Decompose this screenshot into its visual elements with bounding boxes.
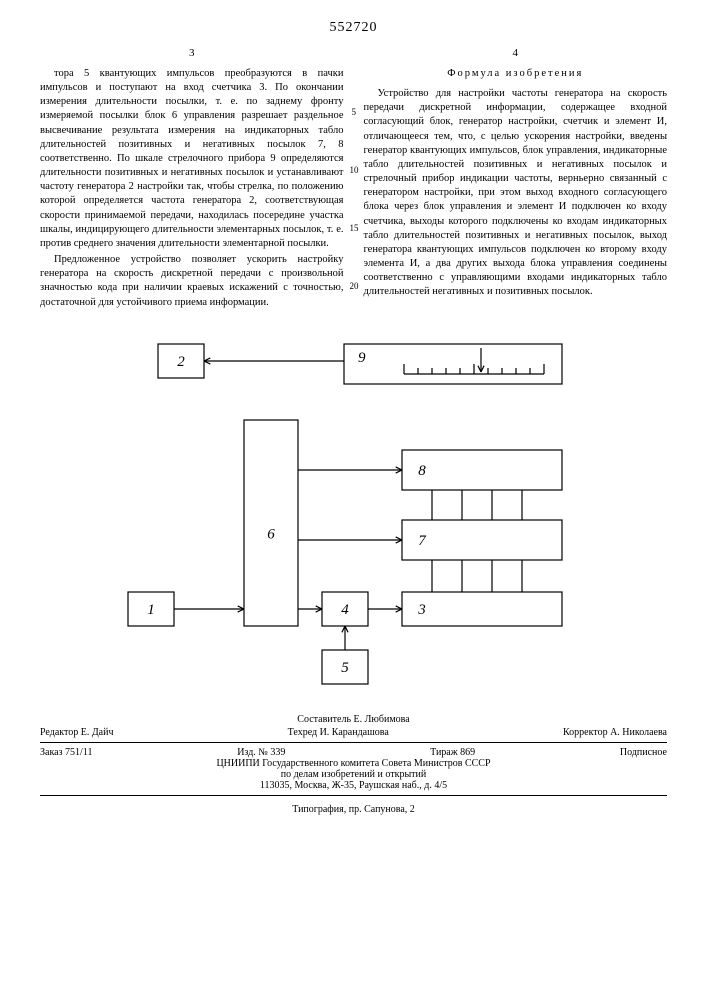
line-marker-5: 5 xyxy=(352,106,357,118)
svg-text:8: 8 xyxy=(418,463,426,479)
left-p2: Предложенное устройство позволяет ускори… xyxy=(40,253,344,310)
org1: ЦНИИПИ Государственного комитета Совета … xyxy=(40,758,667,769)
line-marker-10: 10 xyxy=(350,164,359,176)
text-columns: 3 тора 5 квантующих импульсов преобразую… xyxy=(40,46,667,312)
izd: Изд. № 339 xyxy=(237,747,285,758)
patent-number: 552720 xyxy=(40,20,667,36)
compiler: Составитель Е. Любимова xyxy=(297,714,409,725)
column-right: 5 10 15 20 4 Формула изобретения Устройс… xyxy=(364,46,668,312)
column-left: 3 тора 5 квантующих импульсов преобразую… xyxy=(40,46,344,312)
svg-text:4: 4 xyxy=(341,602,349,618)
corrector: Корректор А. Николаева xyxy=(563,727,667,738)
svg-text:2: 2 xyxy=(177,354,185,370)
right-p1: Устройство для настройки частоты генерат… xyxy=(364,87,668,300)
svg-text:1: 1 xyxy=(147,602,155,618)
svg-text:5: 5 xyxy=(341,660,349,676)
col-number-right: 4 xyxy=(364,46,668,61)
order: Заказ 751/11 xyxy=(40,747,92,758)
svg-text:3: 3 xyxy=(417,602,426,618)
diagram-svg: 1 2 4 5 6 3 7 8 9 xyxy=(114,330,594,690)
editor: Редактор Е. Дайч xyxy=(40,727,113,738)
page: 552720 3 тора 5 квантующих импульсов пре… xyxy=(0,0,707,835)
tirazh: Тираж 869 xyxy=(430,747,475,758)
divider-1 xyxy=(40,742,667,743)
sign: Подписное xyxy=(620,747,667,758)
divider-2 xyxy=(40,795,667,796)
line-marker-20: 20 xyxy=(350,280,359,292)
block-diagram: 1 2 4 5 6 3 7 8 9 xyxy=(40,330,667,690)
typography: Типография, пр. Сапунова, 2 xyxy=(40,804,667,815)
line-marker-15: 15 xyxy=(350,222,359,234)
formula-title: Формула изобретения xyxy=(364,67,668,81)
org2: по делам изобретений и открытий xyxy=(40,769,667,780)
svg-text:9: 9 xyxy=(358,350,366,366)
left-p1: тора 5 квантующих импульсов преобразуютс… xyxy=(40,67,344,251)
addr: 113035, Москва, Ж-35, Раушская наб., д. … xyxy=(40,780,667,791)
svg-text:6: 6 xyxy=(267,526,275,542)
techred: Техред И. Карандашова xyxy=(288,727,389,738)
footer: Составитель Е. Любимова Редактор Е. Дайч… xyxy=(40,714,667,815)
col-number-left: 3 xyxy=(40,46,344,61)
svg-text:7: 7 xyxy=(418,533,427,549)
